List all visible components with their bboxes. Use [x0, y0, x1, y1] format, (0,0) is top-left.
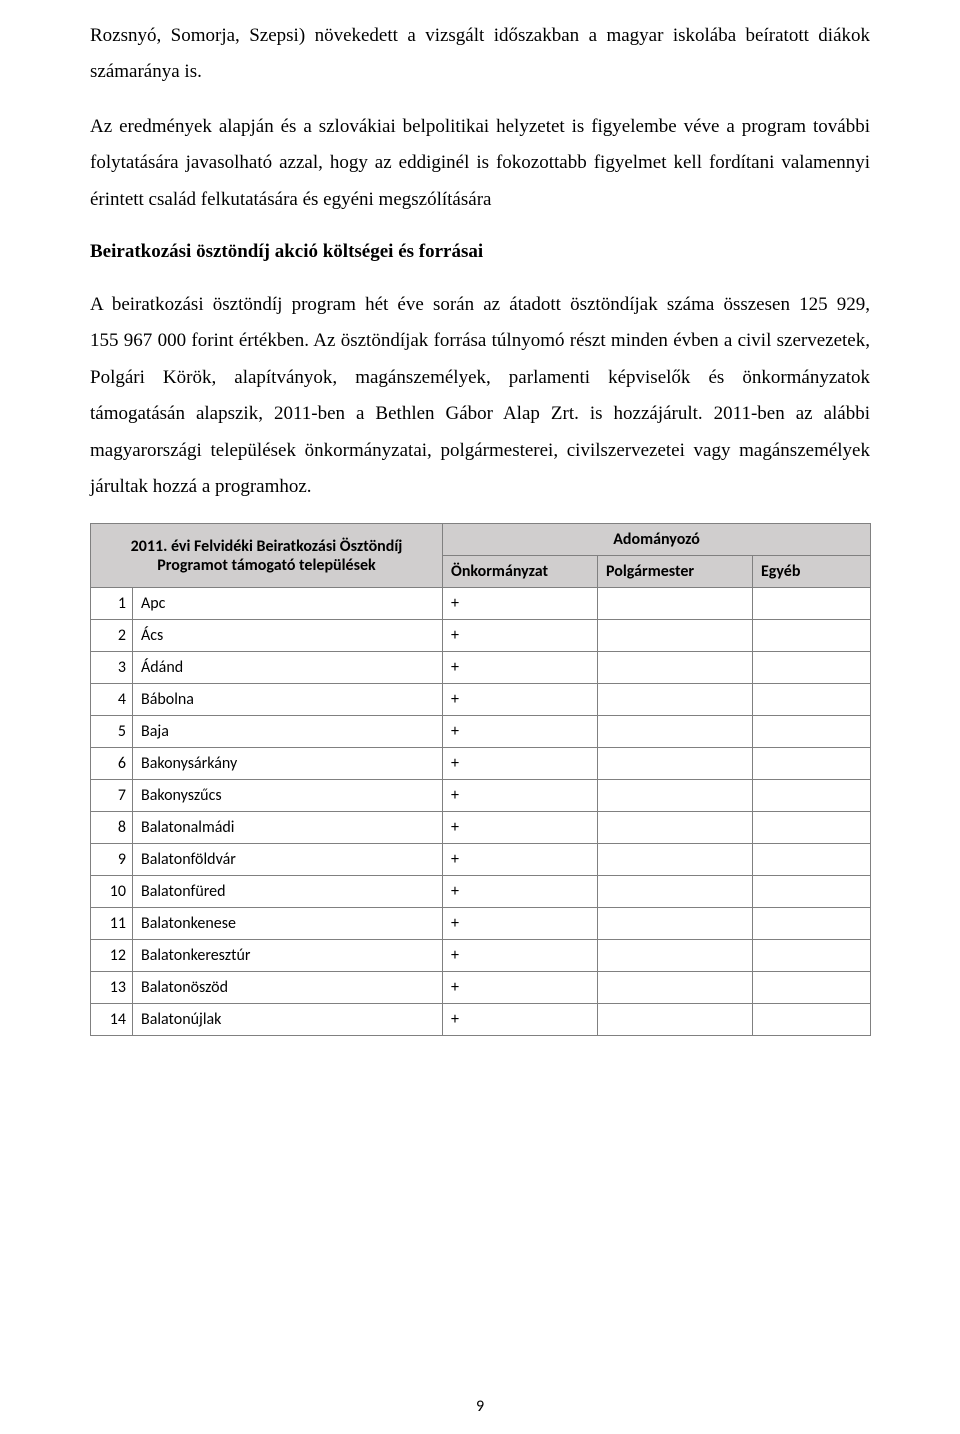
row-settlement-name: Balatonújlak: [133, 1004, 443, 1036]
row-egyeb: [753, 652, 871, 684]
row-egyeb: [753, 716, 871, 748]
table-row: 4Bábolna+: [91, 684, 871, 716]
row-polgarmester: [598, 588, 753, 620]
row-onkormanyzat: +: [443, 780, 598, 812]
row-settlement-name: Balatonöszöd: [133, 972, 443, 1004]
table-row: 14Balatonújlak+: [91, 1004, 871, 1036]
row-number: 8: [91, 812, 133, 844]
table-row: 6Bakonysárkány+: [91, 748, 871, 780]
row-number: 9: [91, 844, 133, 876]
row-polgarmester: [598, 684, 753, 716]
row-polgarmester: [598, 652, 753, 684]
row-onkormanyzat: +: [443, 588, 598, 620]
row-onkormanyzat: +: [443, 844, 598, 876]
row-polgarmester: [598, 1004, 753, 1036]
row-egyeb: [753, 588, 871, 620]
row-onkormanyzat: +: [443, 748, 598, 780]
row-settlement-name: Apc: [133, 588, 443, 620]
row-egyeb: [753, 684, 871, 716]
row-polgarmester: [598, 908, 753, 940]
row-settlement-name: Balatonkenese: [133, 908, 443, 940]
row-polgarmester: [598, 620, 753, 652]
row-number: 7: [91, 780, 133, 812]
table-row: 12Balatonkeresztúr+: [91, 940, 871, 972]
row-settlement-name: Bábolna: [133, 684, 443, 716]
row-polgarmester: [598, 812, 753, 844]
table-header-top: Adományozó: [443, 524, 871, 556]
row-egyeb: [753, 844, 871, 876]
row-onkormanyzat: +: [443, 620, 598, 652]
row-settlement-name: Balatonalmádi: [133, 812, 443, 844]
paragraph-3: A beiratkozási ösztöndíj program hét éve…: [90, 287, 870, 506]
row-onkormanyzat: +: [443, 972, 598, 1004]
row-onkormanyzat: +: [443, 652, 598, 684]
paragraph-2: Az eredmények alapján és a szlovákiai be…: [90, 109, 870, 218]
table-row: 7Bakonyszűcs+: [91, 780, 871, 812]
row-onkormanyzat: +: [443, 908, 598, 940]
row-onkormanyzat: +: [443, 940, 598, 972]
row-polgarmester: [598, 716, 753, 748]
table-row: 2Ács+: [91, 620, 871, 652]
row-number: 11: [91, 908, 133, 940]
row-number: 5: [91, 716, 133, 748]
table-row: 1Apc+: [91, 588, 871, 620]
row-settlement-name: Ács: [133, 620, 443, 652]
row-settlement-name: Bakonysárkány: [133, 748, 443, 780]
row-settlement-name: Balatonkeresztúr: [133, 940, 443, 972]
row-egyeb: [753, 972, 871, 1004]
row-number: 13: [91, 972, 133, 1004]
row-egyeb: [753, 620, 871, 652]
row-onkormanyzat: +: [443, 812, 598, 844]
row-egyeb: [753, 1004, 871, 1036]
row-number: 12: [91, 940, 133, 972]
table-row: 9Balatonföldvár+: [91, 844, 871, 876]
row-number: 4: [91, 684, 133, 716]
row-egyeb: [753, 812, 871, 844]
table-header-left: 2011. évi Felvidéki Beiratkozási Ösztönd…: [91, 524, 443, 588]
row-number: 6: [91, 748, 133, 780]
row-polgarmester: [598, 876, 753, 908]
table-row: 5Baja+: [91, 716, 871, 748]
row-number: 10: [91, 876, 133, 908]
table-row: 10Balatonfüred+: [91, 876, 871, 908]
table-header-left-line1: 2011. évi Felvidéki Beiratkozási Ösztönd…: [131, 537, 403, 556]
row-polgarmester: [598, 780, 753, 812]
row-egyeb: [753, 908, 871, 940]
row-polgarmester: [598, 940, 753, 972]
row-egyeb: [753, 748, 871, 780]
row-number: 14: [91, 1004, 133, 1036]
col-polgarmester: Polgármester: [598, 556, 753, 588]
table-row: 8Balatonalmádi+: [91, 812, 871, 844]
row-polgarmester: [598, 844, 753, 876]
settlements-table: 2011. évi Felvidéki Beiratkozási Ösztönd…: [90, 523, 871, 1036]
row-onkormanyzat: +: [443, 684, 598, 716]
row-egyeb: [753, 940, 871, 972]
page-number: 9: [0, 1397, 960, 1416]
row-number: 3: [91, 652, 133, 684]
row-egyeb: [753, 876, 871, 908]
section-heading: Beiratkozási ösztöndíj akció költségei é…: [90, 236, 870, 268]
col-egyeb: Egyéb: [753, 556, 871, 588]
table-row: 11Balatonkenese+: [91, 908, 871, 940]
row-onkormanyzat: +: [443, 876, 598, 908]
table-header-left-line2: Programot támogató települések: [157, 556, 375, 575]
row-settlement-name: Balatonfüred: [133, 876, 443, 908]
paragraph-1: Rozsnyó, Somorja, Szepsi) növekedett a v…: [90, 18, 870, 91]
row-number: 2: [91, 620, 133, 652]
table-row: 3Ádánd+: [91, 652, 871, 684]
row-onkormanyzat: +: [443, 1004, 598, 1036]
table-row: 13Balatonöszöd+: [91, 972, 871, 1004]
col-onkormanyzat: Önkormányzat: [443, 556, 598, 588]
row-polgarmester: [598, 748, 753, 780]
row-polgarmester: [598, 972, 753, 1004]
row-settlement-name: Ádánd: [133, 652, 443, 684]
row-settlement-name: Baja: [133, 716, 443, 748]
row-onkormanyzat: +: [443, 716, 598, 748]
row-egyeb: [753, 780, 871, 812]
document-page: Rozsnyó, Somorja, Szepsi) növekedett a v…: [0, 0, 960, 1434]
row-settlement-name: Balatonföldvár: [133, 844, 443, 876]
row-settlement-name: Bakonyszűcs: [133, 780, 443, 812]
row-number: 1: [91, 588, 133, 620]
